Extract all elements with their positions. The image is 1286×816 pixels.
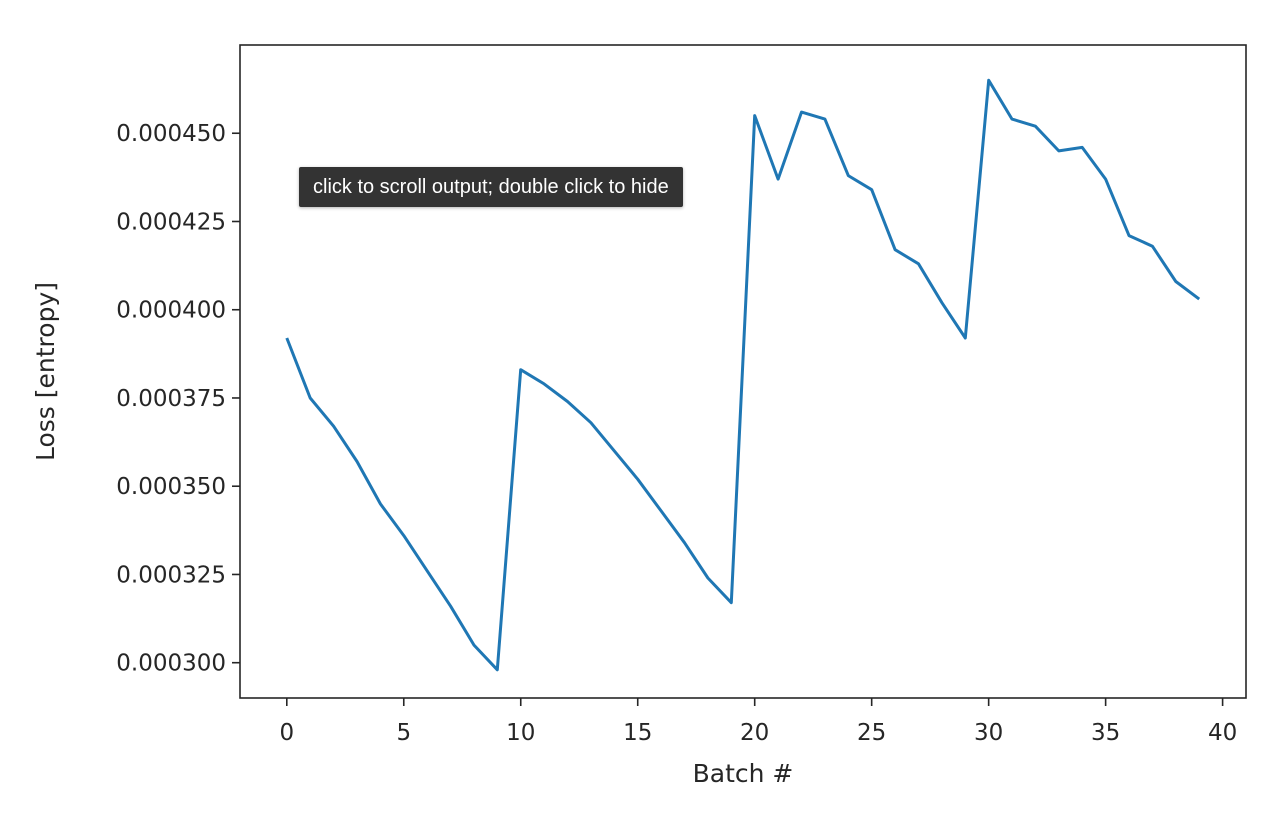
- x-axis-label: Batch #: [693, 759, 794, 788]
- x-tick-label: 0: [279, 720, 294, 746]
- y-tick-label: 0.000325: [116, 562, 226, 588]
- output-scroll-tooltip[interactable]: click to scroll output; double click to …: [299, 167, 683, 207]
- x-tick-label: 10: [506, 720, 535, 746]
- y-tick-label: 0.000450: [116, 121, 226, 147]
- y-tick-label: 0.000400: [116, 298, 226, 324]
- x-tick-label: 5: [396, 720, 411, 746]
- x-tick-label: 15: [623, 720, 652, 746]
- y-axis-ticks: 0.000300 0.000325 0.000350 0.000375 0.000400…: [116, 121, 240, 677]
- x-tick-label: 35: [1091, 720, 1120, 746]
- x-tick-label: 30: [974, 720, 1003, 746]
- y-axis-label: Loss [entropy]: [31, 282, 60, 461]
- y-tick-label: 0.000300: [116, 651, 226, 677]
- x-tick-label: 20: [740, 720, 769, 746]
- x-axis-ticks: 0 5 10 15 20 25 30 35 40: [279, 698, 1237, 746]
- y-tick-label: 0.000350: [116, 474, 226, 500]
- x-tick-label: 40: [1208, 720, 1237, 746]
- y-tick-label: 0.000425: [116, 209, 226, 235]
- series-line: [285, 78, 1201, 672]
- plot-frame: [239, 44, 1247, 699]
- x-tick-label: 25: [857, 720, 886, 746]
- y-tick-label: 0.000375: [116, 386, 226, 412]
